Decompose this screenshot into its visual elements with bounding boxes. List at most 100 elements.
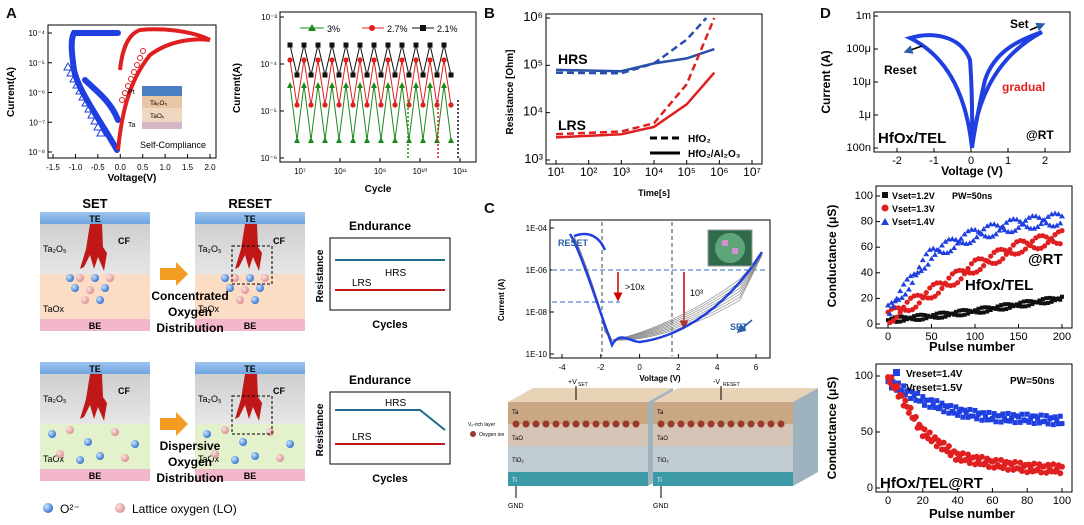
x-tick-label: 0.0 bbox=[115, 163, 127, 172]
d2-point bbox=[1003, 219, 1010, 225]
tio2-layer bbox=[653, 446, 793, 472]
a1-note: Self-Compliance bbox=[140, 140, 206, 150]
d2-point bbox=[1019, 249, 1025, 255]
device-layer-label: TaO bbox=[512, 436, 523, 442]
d3-point bbox=[1038, 469, 1045, 476]
d3-point bbox=[907, 404, 914, 411]
a-schematics: SET RESET TE BE Ta₂O₅ TaOx CF TE BE Ta₂O₅ TaOx CF… bbox=[40, 196, 451, 516]
a1-xt-ticks: -1.5 -1.0 -0.5 0.0 0.5 1.0 1.5 2.0 bbox=[46, 154, 216, 172]
d2-point bbox=[952, 236, 959, 242]
d3-point bbox=[932, 405, 938, 411]
d3-point bbox=[1059, 463, 1065, 470]
panel-label-c: C bbox=[484, 200, 495, 217]
d2-legend-13: Vset=1.3V bbox=[892, 204, 935, 214]
d3-point bbox=[1005, 466, 1012, 473]
d2-point bbox=[943, 314, 948, 319]
x-tick-label: 10⁹ bbox=[374, 167, 386, 176]
d2-point bbox=[973, 234, 980, 240]
d3-point bbox=[944, 448, 951, 455]
y-tick-label: 10⁻⁷ bbox=[29, 118, 45, 127]
d2-y-label: Conductance (μS) bbox=[825, 205, 839, 308]
a1-triangle-marker bbox=[72, 79, 82, 89]
d3-xt-ticks: 0 20 40 60 80 100 bbox=[885, 488, 1071, 507]
lattice-oxygen bbox=[86, 286, 94, 294]
y-tick-label: 80 bbox=[861, 216, 873, 228]
d2-point bbox=[902, 291, 909, 297]
d3-point bbox=[955, 412, 961, 418]
d2-point bbox=[988, 253, 994, 259]
d2-point bbox=[986, 305, 991, 310]
d3-point bbox=[984, 417, 990, 423]
d2-point bbox=[1052, 210, 1059, 216]
d3-point bbox=[956, 409, 962, 415]
reset-gap-box bbox=[231, 245, 273, 285]
d3-point bbox=[970, 413, 976, 419]
device-tio2-label: TiO₂ bbox=[657, 458, 669, 464]
d3-point bbox=[1049, 415, 1055, 421]
d2-point bbox=[970, 237, 977, 243]
d3-point bbox=[1010, 412, 1016, 418]
cf-label: CF bbox=[273, 386, 285, 396]
d2-point bbox=[918, 268, 925, 274]
y-tick-label: 10⁻⁸ bbox=[29, 148, 46, 157]
x-tick-label: 6 bbox=[754, 363, 759, 372]
cf-label: CF bbox=[118, 386, 130, 396]
d3-point bbox=[944, 404, 950, 410]
d2-point bbox=[900, 281, 907, 287]
d3-point bbox=[945, 443, 952, 450]
oxygen-ion-dot bbox=[717, 420, 725, 428]
te-electrode bbox=[40, 212, 150, 224]
d3-point bbox=[998, 419, 1004, 425]
a1-curves bbox=[63, 27, 211, 153]
d2-point bbox=[1031, 225, 1038, 231]
d2-point bbox=[899, 314, 904, 319]
x-tick-label: 10³ bbox=[613, 165, 630, 179]
d2-point bbox=[1034, 223, 1041, 229]
d2-point bbox=[981, 263, 987, 269]
lattice-oxygen bbox=[56, 450, 64, 458]
d3-point bbox=[982, 413, 988, 419]
d2-point bbox=[920, 317, 925, 322]
d2-point bbox=[972, 226, 978, 232]
d1-temp-label: @RT bbox=[1026, 128, 1054, 142]
y-tick-label: 10⁵ bbox=[523, 56, 543, 71]
d3-point bbox=[895, 380, 901, 386]
x-tick-label: 60 bbox=[986, 495, 998, 507]
d3-point bbox=[911, 393, 917, 399]
oxygen-ion bbox=[251, 452, 259, 460]
d3-point bbox=[977, 410, 983, 416]
d2-point bbox=[894, 314, 900, 320]
a1-triangle-marker bbox=[90, 115, 100, 125]
d1-device-label: HfOx/TEL bbox=[878, 130, 946, 147]
d2-point bbox=[1046, 222, 1053, 228]
d2-point bbox=[945, 310, 950, 315]
b-lrs-label: LRS bbox=[558, 117, 586, 133]
c-iv-plot: 1E-04 1E-06 1E-08 1E-10 -4 -2 0 2 4 6 Current (A)… bbox=[497, 219, 771, 383]
b-x-label: Time[s] bbox=[638, 188, 670, 198]
oxygen-ion bbox=[246, 274, 254, 282]
d3-point bbox=[979, 417, 985, 423]
d2-point bbox=[968, 261, 975, 267]
d2-point bbox=[984, 223, 991, 229]
endurance-title: Endurance bbox=[349, 373, 411, 387]
d2-point bbox=[921, 265, 928, 271]
d2-point bbox=[977, 266, 983, 273]
d2-point bbox=[1047, 295, 1052, 300]
c-wafer-pad bbox=[732, 248, 738, 254]
oxygen-ion-dot bbox=[582, 420, 590, 428]
be-electrode bbox=[40, 319, 150, 331]
d3-point bbox=[1059, 421, 1065, 427]
d3-point bbox=[948, 403, 954, 409]
panel-label-b: B bbox=[484, 5, 495, 22]
oxygen-ion-dot bbox=[777, 420, 785, 428]
d2-legend-12-marker bbox=[882, 192, 888, 198]
c-x-label: Voltage (V) bbox=[639, 374, 681, 383]
legend-3pct: 3% bbox=[327, 24, 340, 34]
d1-reset-label: Reset bbox=[884, 63, 917, 77]
d2-point bbox=[1024, 224, 1031, 230]
c-y-label: Current (A) bbox=[497, 279, 506, 322]
d2-point bbox=[1042, 243, 1048, 249]
x-tick-label: 2.0 bbox=[204, 163, 216, 172]
panel-label-d: D bbox=[820, 5, 831, 22]
d1-x-label: Voltage (V) bbox=[941, 164, 1003, 178]
